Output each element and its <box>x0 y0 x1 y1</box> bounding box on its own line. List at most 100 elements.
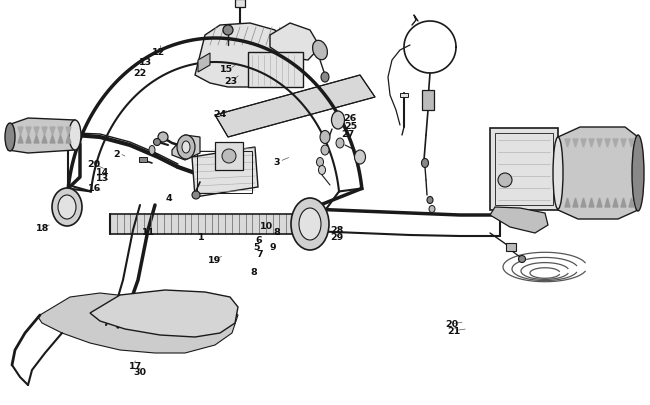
Polygon shape <box>66 136 71 144</box>
Polygon shape <box>558 128 638 220</box>
Ellipse shape <box>318 166 326 175</box>
Ellipse shape <box>498 174 512 188</box>
Text: 7: 7 <box>257 249 263 258</box>
Ellipse shape <box>320 131 330 144</box>
Bar <box>400 94 408 98</box>
Text: 23: 23 <box>224 77 237 85</box>
Bar <box>422 91 434 111</box>
Text: 14: 14 <box>96 168 109 177</box>
Text: 1: 1 <box>198 232 205 241</box>
Polygon shape <box>613 140 618 148</box>
Polygon shape <box>38 293 238 353</box>
Text: 9: 9 <box>270 243 276 252</box>
Text: 21: 21 <box>447 326 460 335</box>
Polygon shape <box>34 128 39 136</box>
Ellipse shape <box>421 159 428 168</box>
Text: 30: 30 <box>133 367 146 376</box>
Bar <box>197 151 252 194</box>
Text: 13: 13 <box>138 58 151 66</box>
Ellipse shape <box>632 136 644 211</box>
Text: 24: 24 <box>213 110 226 119</box>
Polygon shape <box>90 290 238 337</box>
Bar <box>495 134 553 205</box>
Ellipse shape <box>153 139 161 146</box>
Polygon shape <box>565 140 570 148</box>
Polygon shape <box>198 54 210 73</box>
Ellipse shape <box>313 41 328 61</box>
Ellipse shape <box>192 192 200 200</box>
Text: 12: 12 <box>151 48 164 57</box>
Polygon shape <box>597 198 602 207</box>
Text: 17: 17 <box>129 361 142 370</box>
Polygon shape <box>270 24 320 61</box>
Polygon shape <box>66 128 71 136</box>
Ellipse shape <box>332 112 344 130</box>
Polygon shape <box>621 140 626 148</box>
Polygon shape <box>18 136 23 144</box>
Polygon shape <box>50 128 55 136</box>
Ellipse shape <box>52 189 82 226</box>
Text: 5: 5 <box>254 243 260 252</box>
Polygon shape <box>589 140 594 148</box>
Polygon shape <box>605 140 610 148</box>
Polygon shape <box>8 119 82 153</box>
Polygon shape <box>215 76 375 138</box>
Text: 16: 16 <box>88 184 101 193</box>
Text: 10: 10 <box>260 221 273 230</box>
Polygon shape <box>58 128 63 136</box>
Ellipse shape <box>299 209 321 241</box>
Text: 22: 22 <box>133 68 146 77</box>
Text: 8: 8 <box>273 228 280 237</box>
Ellipse shape <box>182 142 190 153</box>
Text: 18: 18 <box>36 223 49 232</box>
Polygon shape <box>581 140 586 148</box>
Text: 11: 11 <box>142 227 155 236</box>
Polygon shape <box>573 198 578 207</box>
Polygon shape <box>26 136 31 144</box>
Polygon shape <box>629 198 634 207</box>
Text: 15: 15 <box>220 65 233 74</box>
Ellipse shape <box>177 136 195 160</box>
Polygon shape <box>50 136 55 144</box>
Ellipse shape <box>223 26 233 36</box>
Text: 19: 19 <box>208 256 221 264</box>
Ellipse shape <box>553 138 563 209</box>
Polygon shape <box>629 140 634 148</box>
Text: 25: 25 <box>344 122 358 131</box>
Polygon shape <box>18 128 23 136</box>
Text: 13: 13 <box>96 174 109 183</box>
Ellipse shape <box>317 158 324 167</box>
Bar <box>506 243 516 252</box>
Text: 20: 20 <box>445 320 458 328</box>
Polygon shape <box>42 128 47 136</box>
Text: 3: 3 <box>273 158 280 166</box>
Ellipse shape <box>222 149 236 164</box>
Polygon shape <box>573 140 578 148</box>
Ellipse shape <box>58 196 76 220</box>
Polygon shape <box>565 198 570 207</box>
Polygon shape <box>581 198 586 207</box>
Ellipse shape <box>149 146 155 155</box>
Text: 6: 6 <box>255 236 262 245</box>
Bar <box>248 53 303 88</box>
Polygon shape <box>621 198 626 207</box>
Bar <box>235 0 245 8</box>
Polygon shape <box>42 136 47 144</box>
Text: 26: 26 <box>343 114 356 123</box>
Polygon shape <box>605 198 610 207</box>
Polygon shape <box>172 136 200 161</box>
Text: 28: 28 <box>330 226 344 234</box>
Polygon shape <box>34 136 39 144</box>
Ellipse shape <box>429 206 435 213</box>
Ellipse shape <box>69 121 81 151</box>
Polygon shape <box>195 24 285 88</box>
Text: 8: 8 <box>250 267 257 276</box>
Polygon shape <box>589 198 594 207</box>
Text: 2: 2 <box>114 149 120 158</box>
Text: 4: 4 <box>166 194 172 203</box>
Text: 27: 27 <box>341 130 354 139</box>
Bar <box>490 129 558 211</box>
Ellipse shape <box>321 146 329 156</box>
Polygon shape <box>490 207 548 233</box>
Ellipse shape <box>427 197 433 204</box>
